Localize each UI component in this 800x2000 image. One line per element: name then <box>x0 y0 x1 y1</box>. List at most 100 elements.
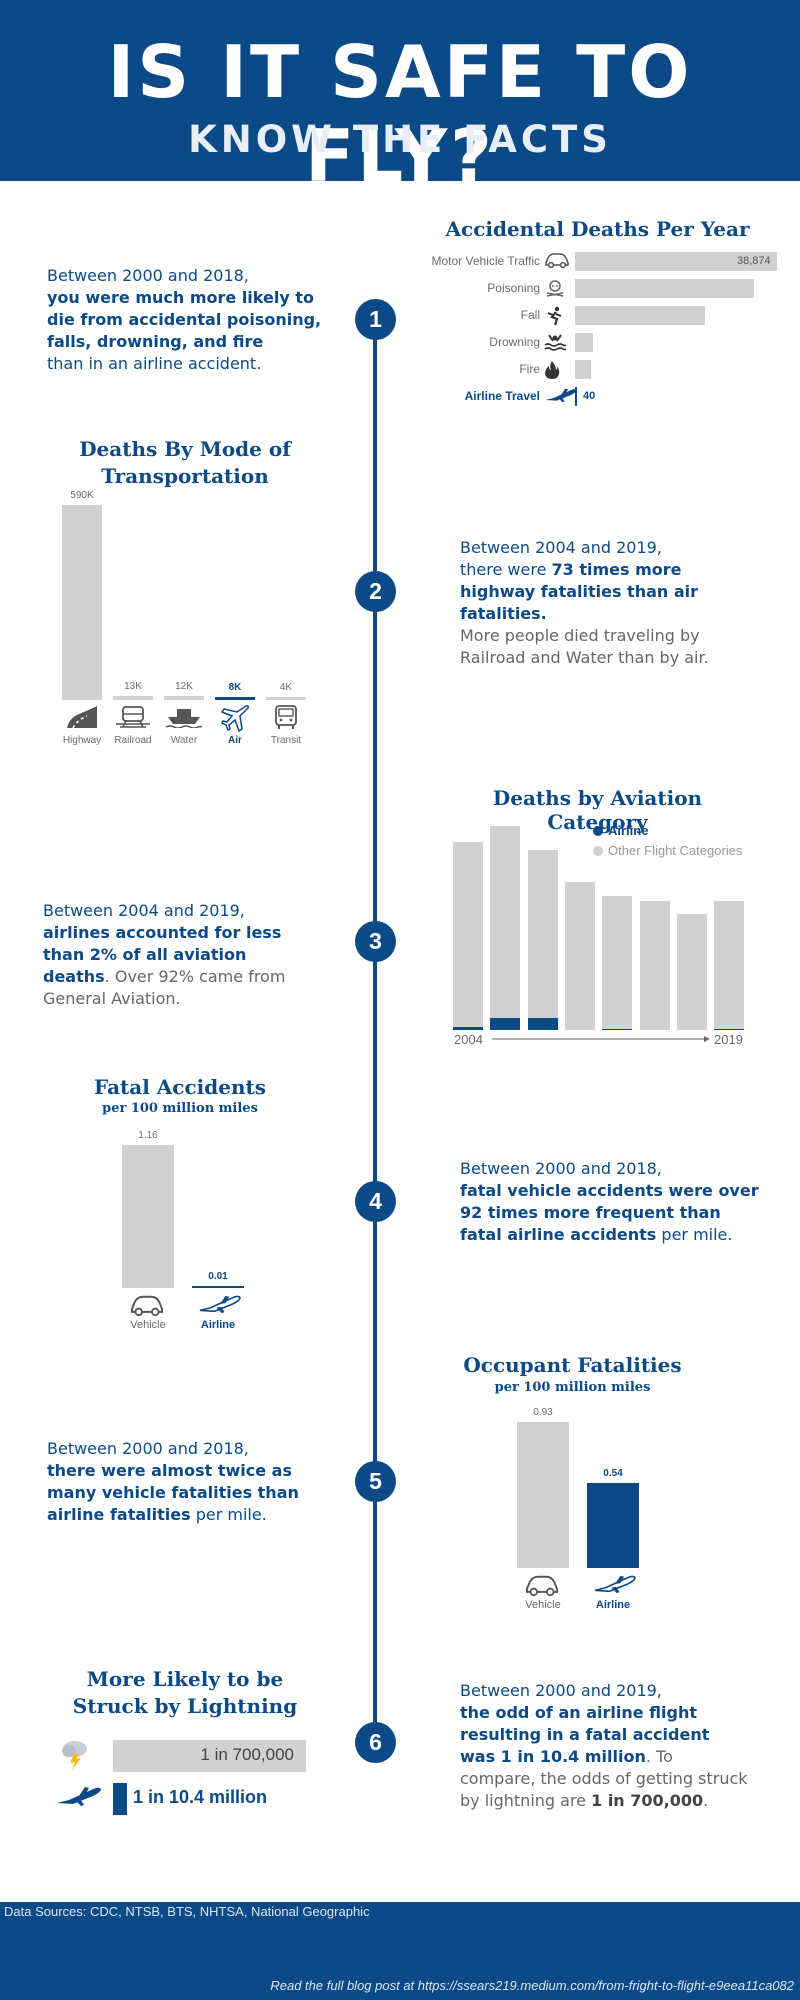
x-axis-arrow <box>492 1036 710 1042</box>
aviation-airline-bar <box>602 1028 633 1030</box>
accidental-bar <box>575 279 755 298</box>
step-marker-3: 3 <box>355 921 396 962</box>
occupant-chart-subtitle: per 100 million miles <box>494 1380 651 1395</box>
transport-bar <box>62 505 102 700</box>
section6-text: Between 2000 and 2019, the odd of an air… <box>460 1680 750 1812</box>
x-axis-end-label: 2019 <box>714 1032 743 1047</box>
airline-value-label: 0.54 <box>603 1468 623 1480</box>
airplane-icon <box>593 1574 636 1596</box>
occupant-fatalities-chart: 0.93 Vehicle 0.54 Airline <box>505 1402 655 1612</box>
flame-icon <box>544 360 566 380</box>
accidental-row-label: Drowning <box>489 335 540 349</box>
transport-category-label: Air <box>228 735 242 746</box>
car-icon <box>523 1574 563 1597</box>
accidental-chart-title: Accidental Deaths Per Year <box>445 217 750 241</box>
accidental-bar <box>575 252 777 271</box>
airline-category-label: Airline <box>200 1319 236 1331</box>
accidental-bar <box>575 387 577 406</box>
section1-highlight: you were much more likely to die from ac… <box>47 288 322 351</box>
lightning-chart-title: More Likely to be Struck by Lightning <box>40 1666 330 1720</box>
aviation-airline-bar <box>714 1028 745 1030</box>
aviation-airline-bar <box>453 1026 483 1030</box>
transport-value-label: 590K <box>70 490 94 501</box>
page-title: IS IT SAFE TO FLY? <box>107 30 693 198</box>
section5-intro: Between 2000 and 2018, <box>47 1439 249 1458</box>
section1-intro: Between 2000 and 2018, <box>47 266 249 285</box>
transport-value-label: 4K <box>279 682 293 693</box>
skull-icon <box>544 279 566 299</box>
occupant-chart-title: Occupant Fatalities <box>463 1353 682 1377</box>
aviation-other-bar <box>676 913 707 1030</box>
airline-bar <box>587 1483 639 1568</box>
aviation-other-bar <box>453 841 483 1030</box>
transport-bar <box>215 697 255 700</box>
step-marker-6: 6 <box>355 1722 396 1763</box>
transport-bar <box>113 695 153 700</box>
section2-outro: More people died traveling by Railroad a… <box>460 626 709 667</box>
airplane-icon <box>544 387 577 407</box>
transport-category-label: Highway <box>62 735 102 746</box>
legend-airline-swatch <box>593 826 603 836</box>
section5-outro: per mile. <box>190 1505 267 1524</box>
step-marker-5: 5 <box>355 1461 396 1502</box>
step-marker-2: 2 <box>355 571 396 612</box>
legend-other-swatch <box>593 846 603 856</box>
section6-lightning-odds: 1 in 700,000 <box>591 1791 704 1810</box>
car-icon <box>544 252 569 272</box>
section2-lead: there were <box>460 560 552 579</box>
vehicle-bar <box>122 1145 174 1288</box>
accidental-row-label: Airline Travel <box>464 389 540 403</box>
aviation-other-bar <box>602 895 633 1030</box>
section1-text: Between 2000 and 2018, you were much mor… <box>47 265 327 375</box>
drowning-icon <box>544 333 567 353</box>
transport-value-label: 8K <box>228 682 242 693</box>
section3-highlight: airlines accounted for less than 2% of a… <box>43 923 282 986</box>
transport-deaths-chart: 590K Highway 13K Railroad 12K Water 8K Air 4K Tra… <box>55 485 315 750</box>
accidental-bar <box>575 333 594 352</box>
airplane-icon <box>55 1785 103 1807</box>
section3-text: Between 2004 and 2019, airlines accounte… <box>43 900 313 1010</box>
transport-title-line1: Deaths By Mode of <box>79 437 291 461</box>
section3-outro: . Over 92% came from General Aviation. <box>43 967 286 1008</box>
transport-title-line2: Transportation <box>101 464 269 488</box>
section5-text: Between 2000 and 2018, there were almost… <box>47 1438 327 1526</box>
fatal-chart-subtitle: per 100 million miles <box>102 1101 258 1116</box>
page-subtitle: KNOW THE FACTS <box>188 118 612 161</box>
blog-link[interactable]: Read the full blog post at https://ssear… <box>270 1978 794 1993</box>
transport-category-label: Railroad <box>114 735 152 746</box>
ship-icon <box>164 704 204 732</box>
transport-category-label: Transit <box>270 735 302 746</box>
lightning-cloud-icon <box>60 1738 90 1770</box>
timeline-line <box>373 320 377 1745</box>
train-icon <box>113 704 153 732</box>
transport-chart-title: Deaths By Mode of Transportation <box>40 436 330 490</box>
accidental-row-label: Poisoning <box>487 281 540 295</box>
accidental-row-label: Fire <box>519 362 540 376</box>
transport-value-label: 13K <box>124 680 142 692</box>
transport-value-label: 12K <box>175 681 193 693</box>
highway-icon <box>62 704 102 732</box>
aviation-deaths-chart: Airline Other Flight Categories 2004 201… <box>450 820 755 1050</box>
accidental-value-label: 40 <box>583 390 596 402</box>
aviation-other-bar <box>490 826 521 1030</box>
aviation-other-bar <box>714 900 745 1030</box>
accidental-deaths-chart: Motor Vehicle Traffic 38,874 Poisoning Fall… <box>400 252 790 427</box>
airline-value-label: 0.01 <box>208 1271 228 1282</box>
aviation-other-bar <box>639 900 670 1030</box>
section3-intro: Between 2004 and 2019, <box>43 901 245 920</box>
section4-outro: per mile. <box>656 1225 733 1244</box>
footer: Data Sources: CDC, NTSB, BTS, NHTSA, Nat… <box>0 1902 800 2000</box>
vehicle-value-label: 0.93 <box>533 1407 553 1418</box>
accidental-row-label: Fall <box>520 308 540 322</box>
accidental-bar <box>575 306 705 325</box>
vehicle-bar <box>517 1422 569 1568</box>
section1-outro: than in an airline accident. <box>47 354 262 373</box>
airline-bar <box>192 1286 244 1288</box>
airline-odds-bar <box>113 1783 127 1815</box>
section5-highlight: there were almost twice as many vehicle … <box>47 1461 299 1524</box>
falling-person-icon <box>544 306 566 326</box>
section4-text: Between 2000 and 2018, fatal vehicle acc… <box>460 1158 760 1246</box>
accidental-value-label: 38,874 <box>737 255 771 267</box>
transport-category-label: Water <box>170 735 198 746</box>
lightning-title-line2: Struck by Lightning <box>72 1694 298 1718</box>
